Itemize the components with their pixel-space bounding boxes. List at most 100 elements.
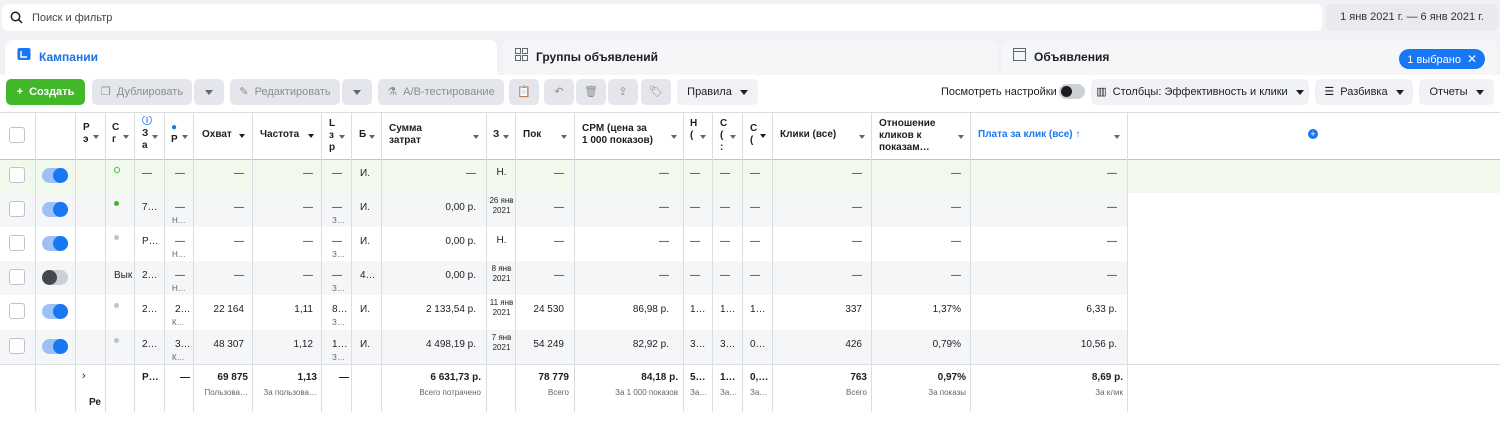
- column-header-cpm[interactable]: CPM (цена за 1 000 показов): [582, 123, 653, 146]
- view-settings-toggle[interactable]: [1059, 84, 1085, 99]
- sort-icon[interactable]: [152, 135, 158, 139]
- campaign-toggle[interactable]: [42, 339, 68, 354]
- reports-button[interactable]: Отчеты: [1419, 79, 1494, 105]
- column-header[interactable]: З: [493, 129, 500, 140]
- totals-clicks: 763: [850, 372, 867, 383]
- row-cell: —: [720, 270, 730, 281]
- column-header-reach[interactable]: Охват: [202, 129, 232, 140]
- column-header-cpc[interactable]: Плата за клик (все) ↑: [978, 129, 1081, 140]
- column-header-spend[interactable]: Сумма затрат: [389, 123, 422, 146]
- sort-icon[interactable]: [93, 135, 99, 139]
- sort-icon[interactable]: [958, 135, 964, 139]
- campaign-toggle[interactable]: [42, 168, 68, 183]
- delete-button[interactable]: 🗑: [576, 79, 606, 105]
- column-header-impressions[interactable]: Пок: [523, 129, 542, 140]
- tab-ad-groups[interactable]: Группы объявлений: [503, 40, 997, 75]
- sort-icon[interactable]: [473, 135, 479, 139]
- row-cell: И.: [360, 304, 370, 315]
- row-checkbox[interactable]: [9, 269, 25, 285]
- row-reach: 48 307: [213, 339, 244, 350]
- totals-spend: 6 631,73 р.: [430, 372, 481, 383]
- totals-cpc: 8,69 р.: [1091, 372, 1123, 383]
- sort-icon[interactable]: [239, 134, 245, 138]
- row-ctr: —: [951, 236, 961, 247]
- sort-icon[interactable]: [1114, 135, 1120, 139]
- row-checkbox[interactable]: [9, 303, 25, 319]
- edit-dropdown-button[interactable]: [342, 79, 372, 105]
- close-icon[interactable]: ✕: [1466, 52, 1477, 66]
- row-checkbox[interactable]: [9, 338, 25, 354]
- sort-icon[interactable]: [561, 135, 567, 139]
- row-cell: И.: [360, 168, 370, 179]
- column-header[interactable]: Б: [359, 129, 367, 140]
- sort-icon[interactable]: [308, 134, 314, 138]
- clipboard-button[interactable]: 📋: [509, 79, 539, 105]
- columns-button[interactable]: ▥ Столбцы: Эффективность и клики: [1091, 79, 1309, 105]
- undo-button[interactable]: ↶: [544, 79, 574, 105]
- tab-ads[interactable]: Объявления 1 выбрано ✕: [1001, 40, 1497, 75]
- selected-count-pill[interactable]: 1 выбрано ✕: [1399, 49, 1485, 69]
- row-cell: —: [750, 168, 760, 179]
- sort-icon[interactable]: [369, 135, 375, 139]
- sort-icon[interactable]: [339, 135, 345, 139]
- column-header[interactable]: Н(: [690, 118, 698, 141]
- column-header[interactable]: С(:: [720, 118, 728, 153]
- row-date: 26 янв 2021: [489, 196, 514, 215]
- row-date: Н.: [496, 168, 507, 178]
- duplicate-dropdown-button[interactable]: [194, 79, 224, 105]
- tab-campaigns[interactable]: Кампании: [5, 40, 497, 75]
- rules-button[interactable]: Правила: [677, 79, 758, 105]
- select-all-checkbox[interactable]: [9, 127, 25, 143]
- breakdown-button[interactable]: ☰ Разбивка: [1315, 79, 1413, 105]
- sort-icon[interactable]: [671, 135, 677, 139]
- row-cell: —: [750, 236, 760, 247]
- column-header-clicks[interactable]: Клики (все): [780, 129, 837, 140]
- search-input[interactable]: [32, 8, 1232, 27]
- ab-test-button[interactable]: ⚗ A/B-тестирование: [378, 79, 504, 105]
- row-impressions: —: [554, 168, 564, 179]
- row-cell: И.: [360, 202, 370, 213]
- date-range-picker[interactable]: 1 янв 2021 г. — 6 янв 2021 г.: [1326, 4, 1498, 31]
- sort-icon[interactable]: [730, 135, 736, 139]
- column-header[interactable]: ● Р: [171, 122, 178, 145]
- row-checkbox[interactable]: [9, 235, 25, 251]
- row-cpc: —: [1107, 202, 1117, 213]
- row-date: Н.: [496, 236, 507, 246]
- duplicate-button[interactable]: ❐ Дублировать: [92, 79, 192, 105]
- campaign-toggle[interactable]: [42, 202, 68, 217]
- grid-line: [515, 112, 516, 412]
- expand-chevron-icon[interactable]: ›: [82, 370, 86, 382]
- totals-frequency: 1,13: [297, 372, 317, 383]
- row-cell: И.: [360, 236, 370, 247]
- add-column-icon[interactable]: +: [1308, 129, 1318, 139]
- column-header-ctr[interactable]: Отношение кликов к показам…: [879, 118, 936, 153]
- chevron-down-icon: [353, 89, 361, 95]
- totals-label: Ре: [89, 397, 101, 408]
- sort-icon[interactable]: [859, 135, 865, 139]
- search-box[interactable]: [2, 4, 1322, 31]
- sort-icon[interactable]: [503, 135, 509, 139]
- campaign-toggle[interactable]: [42, 236, 68, 251]
- row-cpc: 6,33 р.: [1086, 304, 1117, 315]
- row-cell: —: [750, 270, 760, 281]
- column-header[interactable]: С(: [750, 123, 758, 146]
- edit-button[interactable]: ✎ Редактировать: [230, 79, 340, 105]
- totals-cpm-sub: За 1 000 показов: [615, 388, 678, 397]
- sort-icon[interactable]: [760, 134, 766, 138]
- row-checkbox[interactable]: [9, 167, 25, 183]
- tag-button[interactable]: 🏷: [641, 79, 671, 105]
- sort-icon[interactable]: [700, 135, 706, 139]
- campaign-toggle[interactable]: [42, 304, 68, 319]
- campaign-toggle[interactable]: [42, 270, 68, 285]
- row-checkbox[interactable]: [9, 201, 25, 217]
- row-cpm: —: [659, 270, 669, 281]
- column-header-frequency[interactable]: Частота: [260, 129, 300, 140]
- create-button[interactable]: + Создать: [6, 79, 85, 105]
- sort-icon[interactable]: [123, 135, 129, 139]
- sort-icon[interactable]: [182, 135, 188, 139]
- export-button[interactable]: ⇪: [608, 79, 638, 105]
